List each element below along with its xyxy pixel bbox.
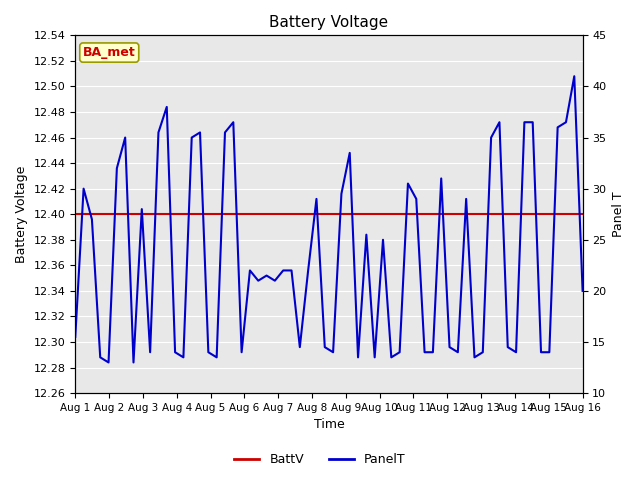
Y-axis label: Battery Voltage: Battery Voltage	[15, 166, 28, 263]
Legend: BattV, PanelT: BattV, PanelT	[229, 448, 411, 471]
Text: BA_met: BA_met	[83, 46, 136, 59]
X-axis label: Time: Time	[314, 419, 344, 432]
Y-axis label: Panel T: Panel T	[612, 192, 625, 237]
Title: Battery Voltage: Battery Voltage	[269, 15, 388, 30]
